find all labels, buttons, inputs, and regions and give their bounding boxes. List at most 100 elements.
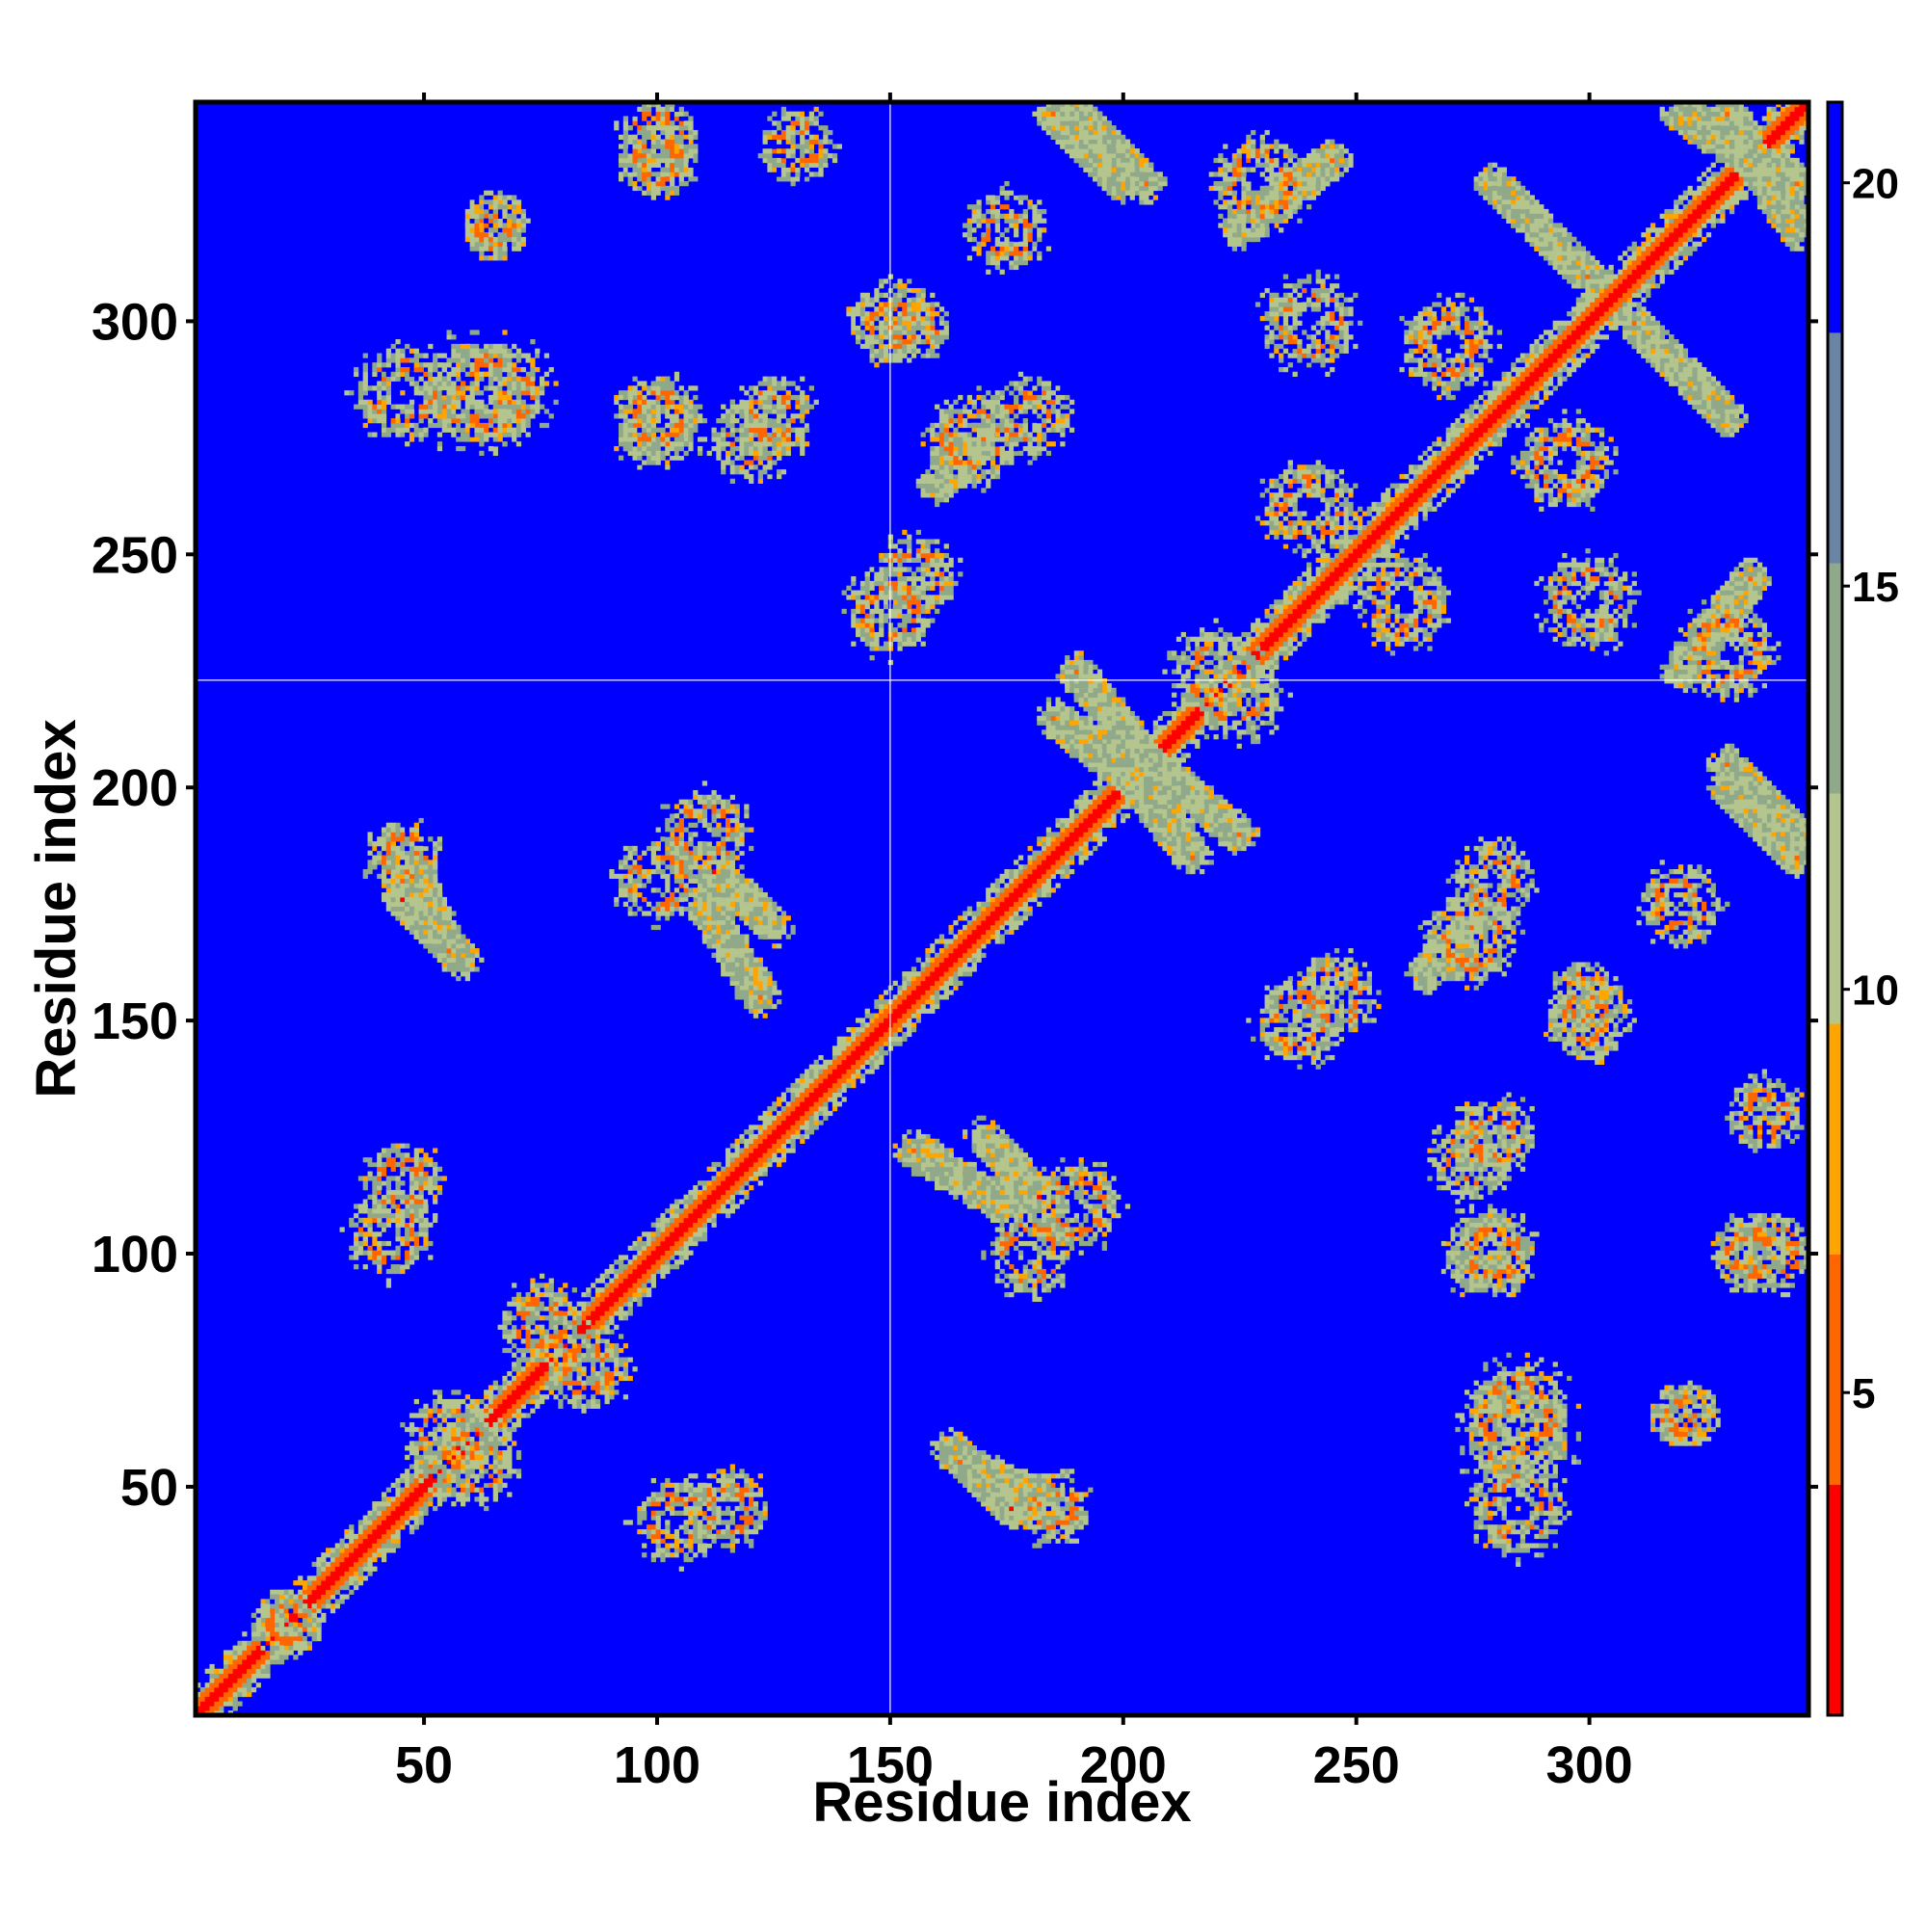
heatmap-cell <box>800 1139 805 1144</box>
heatmap-cell <box>823 1073 828 1078</box>
heatmap-cell <box>874 1032 879 1037</box>
heatmap-cell <box>1771 135 1776 140</box>
heatmap-cell <box>735 1190 740 1195</box>
heatmap-cell <box>1065 874 1069 879</box>
heatmap-cell <box>1627 288 1632 293</box>
heatmap-cell <box>405 1478 409 1483</box>
heatmap-cell <box>502 1389 507 1394</box>
heatmap-cell <box>1771 107 1776 112</box>
heatmap-cell <box>242 1646 247 1651</box>
heatmap-cell <box>1404 516 1409 520</box>
heatmap-cell <box>1186 739 1191 744</box>
heatmap-cell <box>605 1292 610 1297</box>
heatmap-cell <box>1548 357 1553 362</box>
heatmap-cell <box>632 1264 637 1269</box>
heatmap-cell <box>1018 907 1023 912</box>
heatmap-cell <box>1111 795 1116 800</box>
heatmap-cell <box>707 1180 712 1185</box>
heatmap-cell <box>605 1315 610 1320</box>
heatmap-cell <box>1623 265 1627 270</box>
heatmap-cell <box>1455 464 1460 469</box>
heatmap-cell <box>1460 464 1465 469</box>
heatmap-cell <box>316 1562 321 1567</box>
heatmap-cell <box>1255 642 1260 647</box>
heatmap-cell <box>777 1134 781 1139</box>
heatmap-cell <box>702 1213 707 1218</box>
heatmap-cell <box>1413 497 1418 502</box>
heatmap-cell <box>335 1603 340 1608</box>
heatmap-cell <box>237 1659 242 1664</box>
heatmap-cell <box>609 1269 614 1274</box>
heatmap-cell <box>897 999 902 1004</box>
heatmap-cell <box>1492 413 1497 418</box>
heatmap-cell <box>1088 823 1093 828</box>
heatmap-cell <box>1474 437 1479 441</box>
heatmap-cell <box>605 1325 610 1330</box>
heatmap-cell <box>1344 548 1349 553</box>
heatmap-cell <box>944 953 949 958</box>
heatmap-cell <box>1283 650 1288 655</box>
heatmap-cell <box>507 1385 512 1389</box>
heatmap-cell <box>1557 334 1562 339</box>
heatmap-cell <box>205 1669 210 1674</box>
heatmap-cell <box>1107 790 1112 795</box>
heatmap-cell <box>1042 846 1046 851</box>
heatmap-cell <box>335 1557 340 1562</box>
heatmap-cell <box>247 1678 251 1682</box>
heatmap-cell <box>879 1018 884 1022</box>
heatmap-cell <box>1478 418 1483 423</box>
heatmap-cell <box>763 1116 768 1121</box>
heatmap-cell <box>1567 311 1571 316</box>
heatmap-cell <box>1720 186 1725 191</box>
heatmap-cell <box>1297 591 1302 595</box>
heatmap-cell <box>767 1125 772 1129</box>
heatmap-cell <box>1339 595 1344 599</box>
heatmap-cell <box>1725 204 1729 209</box>
heatmap-cell <box>358 1520 363 1524</box>
heatmap-cell <box>907 1018 911 1022</box>
heatmap-cell <box>1790 130 1795 135</box>
heatmap-cell <box>911 971 916 976</box>
heatmap-cell <box>772 925 777 930</box>
heatmap-cell <box>763 902 768 907</box>
heatmap-cell <box>307 1580 312 1585</box>
heatmap-cell <box>925 962 930 966</box>
heatmap-cell <box>1627 283 1632 288</box>
heatmap-cell <box>512 1409 516 1414</box>
heatmap-cell <box>1014 887 1018 892</box>
heatmap-cell <box>1451 423 1456 428</box>
heatmap-cell <box>1358 530 1362 535</box>
heatmap-cell <box>1683 247 1688 251</box>
heatmap-cell <box>372 1511 377 1516</box>
heatmap-cell <box>1571 339 1576 344</box>
heatmap-cell <box>1330 604 1334 609</box>
heatmap-cell <box>619 1292 623 1297</box>
heatmap-cell <box>372 1501 377 1506</box>
heatmap-cell <box>1042 883 1046 887</box>
heatmap-cell <box>1585 326 1590 331</box>
heatmap-cell <box>628 1310 633 1315</box>
heatmap-cell <box>995 935 1000 940</box>
heatmap-cell <box>930 1009 935 1014</box>
heatmap-cell <box>911 986 916 991</box>
heatmap-cell <box>986 1125 990 1129</box>
heatmap-cell <box>1506 418 1511 423</box>
heatmap-cell <box>1725 168 1729 172</box>
heatmap-cell <box>1162 729 1167 734</box>
heatmap-cell <box>1265 627 1270 632</box>
heatmap-cell <box>939 976 944 981</box>
heatmap-cell <box>1646 288 1650 293</box>
heatmap-cell <box>949 958 954 963</box>
heatmap-cell <box>1502 433 1507 437</box>
heatmap-cell <box>1344 563 1349 568</box>
heatmap-cell <box>1288 618 1293 622</box>
heatmap-cell <box>609 1306 614 1310</box>
heatmap-cell <box>1567 326 1571 331</box>
heatmap-cell <box>1260 622 1265 627</box>
heatmap-cell <box>303 1599 307 1603</box>
heatmap-cell <box>670 1264 674 1269</box>
heatmap-cell <box>1613 283 1618 288</box>
heatmap-cell <box>990 915 995 920</box>
heatmap-cell <box>781 1111 786 1116</box>
heatmap-cell <box>1251 646 1255 650</box>
